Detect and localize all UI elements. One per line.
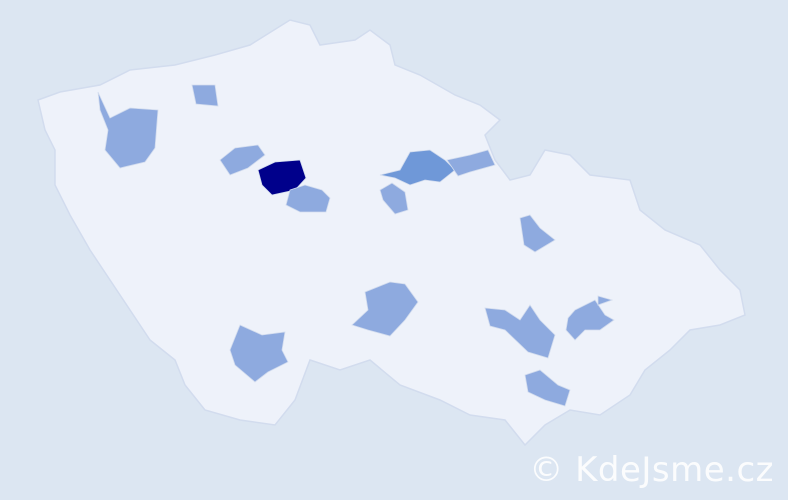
region-low[interactable] — [565, 299, 615, 341]
region-low[interactable] — [285, 184, 331, 213]
region-low[interactable] — [351, 281, 419, 337]
region-low[interactable] — [524, 369, 571, 407]
region-low[interactable] — [219, 144, 266, 176]
region-low[interactable] — [446, 149, 496, 177]
watermark: © KdeJsme.cz — [529, 450, 774, 490]
region-low[interactable] — [97, 91, 159, 169]
region-low[interactable] — [229, 324, 289, 383]
region-low[interactable] — [191, 84, 219, 107]
region-low[interactable] — [379, 182, 409, 215]
region-low[interactable] — [597, 295, 614, 306]
region-low[interactable] — [519, 214, 556, 253]
region-low[interactable] — [484, 304, 556, 359]
country-outline — [37, 19, 746, 447]
region-high[interactable] — [257, 159, 307, 196]
